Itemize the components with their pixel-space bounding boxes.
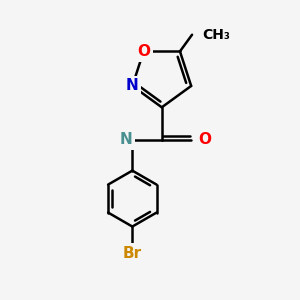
Text: O: O xyxy=(199,132,212,147)
Text: N: N xyxy=(120,132,132,147)
Text: Br: Br xyxy=(123,246,142,261)
Text: CH₃: CH₃ xyxy=(202,28,230,42)
Text: H: H xyxy=(118,133,129,147)
Text: N: N xyxy=(126,78,139,93)
Text: O: O xyxy=(137,44,150,59)
